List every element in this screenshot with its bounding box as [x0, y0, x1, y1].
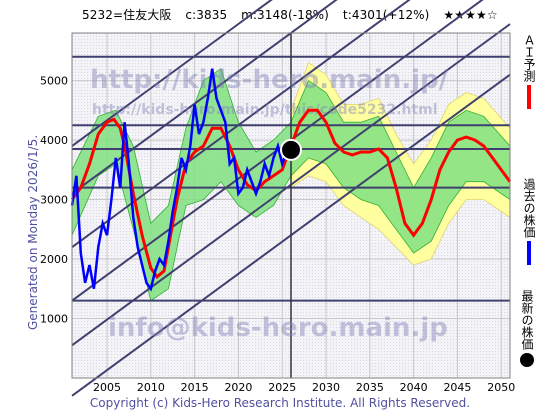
legend-latest: 最新の株価 — [520, 290, 534, 367]
target-price: t:4301(+12%) — [342, 8, 430, 22]
y-tick-label: 3000 — [40, 194, 68, 207]
legend-ai-label: ＡＩ予測 — [522, 34, 536, 82]
x-tick-label: 2025 — [268, 381, 296, 394]
legend-ai-swatch — [527, 85, 531, 109]
x-tick-label: 2010 — [137, 381, 165, 394]
legend-past: 過去の株価 — [522, 178, 536, 265]
history-line — [70, 68, 292, 292]
series — [70, 68, 512, 292]
axes: 2005 2010 2015 2020 2025 2030 2035 2040 2045 2050… — [40, 32, 515, 394]
y-tick-label: 4000 — [40, 134, 68, 147]
y-tick-label: 2000 — [40, 253, 68, 266]
stock-code: 5232=住友大阪 — [82, 8, 172, 22]
watermark-mail: info@kids-hero.main.jp — [108, 313, 448, 343]
x-tick-label: 2035 — [356, 381, 384, 394]
watermark-url: http://kids-hero.main.jp/ — [90, 65, 449, 95]
current-price: c:3835 — [185, 8, 228, 22]
latest-price-dot — [280, 138, 302, 161]
legend-latest-swatch — [520, 353, 534, 367]
y-tick-label: 1000 — [40, 313, 68, 326]
trend-line — [71, 0, 273, 147]
y-tick-label: 5000 — [40, 75, 68, 88]
median-price: m:3148(-18%) — [241, 8, 329, 22]
x-tick-label: 2045 — [443, 381, 471, 394]
watermarks: http://kids-hero.main.jp/ http://kids-he… — [90, 65, 449, 343]
x-tick-label: 2030 — [312, 381, 340, 394]
chart-header: 5232=住友大阪 c:3835 m:3148(-18%) t:4301(+12… — [82, 6, 508, 24]
watermark-url-2: http://kids-hero.main.jp/this/code5232.h… — [92, 102, 438, 118]
x-tick-label: 2040 — [400, 381, 428, 394]
legend-ai: ＡＩ予測 — [522, 34, 536, 109]
x-tick-label: 2050 — [487, 381, 515, 394]
x-tick-label: 2005 — [93, 381, 121, 394]
legend-past-label: 過去の株価 — [522, 178, 536, 238]
copyright: Copyright (c) Kids-Hero Research Institu… — [89, 396, 471, 410]
prediction-line — [70, 108, 512, 280]
legend-past-swatch — [527, 241, 531, 265]
x-tick-label: 2020 — [224, 381, 252, 394]
x-tick-label: 2015 — [181, 381, 209, 394]
legend-latest-label: 最新の株価 — [520, 290, 534, 350]
plot-frame — [71, 32, 511, 379]
